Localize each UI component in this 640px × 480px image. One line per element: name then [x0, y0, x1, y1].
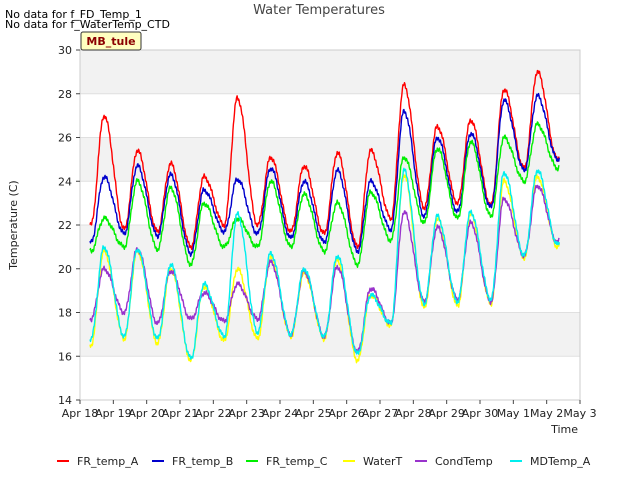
y-axis-ticks: 14 16 18 20 22 24 26 28 30 — [58, 44, 80, 407]
legend-label: MDTemp_A — [530, 455, 591, 468]
x-tick-label: Apr 22 — [195, 407, 232, 420]
legend-label: FR_temp_B — [172, 455, 233, 468]
no-data-message-1: No data for f_FD_Temp_1 — [5, 8, 142, 21]
y-tick-label: 24 — [58, 175, 72, 188]
x-tick-label: Apr 28 — [395, 407, 432, 420]
x-tick-label: Apr 18 — [62, 407, 99, 420]
legend-label: FR_temp_A — [77, 455, 139, 468]
x-axis-label: Time — [550, 423, 578, 436]
site-badge: MB_tule — [80, 31, 142, 51]
y-tick-label: 26 — [58, 132, 72, 145]
series-line-mdtemp-a — [89, 167, 560, 360]
y-tick-label: 16 — [58, 350, 72, 363]
series-line-fr-temp-a — [89, 69, 560, 251]
no-data-message-2: No data for f_WaterTemp_CTD — [5, 18, 170, 31]
chart-title: Water Temperatures — [253, 3, 385, 18]
x-tick-label: Apr 24 — [262, 407, 299, 420]
x-tick-label: Apr 27 — [362, 407, 399, 420]
x-tick-label: Apr 19 — [95, 407, 132, 420]
x-tick-label: Apr 26 — [328, 407, 365, 420]
site-badge-text: MB_tule — [86, 35, 135, 48]
series-line-fr-temp-c — [89, 121, 560, 268]
y-tick-label: 14 — [58, 394, 72, 407]
x-tick-label: May 2 — [530, 407, 563, 420]
y-tick-label: 18 — [58, 307, 72, 320]
y-tick-label: 28 — [58, 88, 72, 101]
x-tick-label: Apr 25 — [295, 407, 332, 420]
x-tick-label: Apr 20 — [128, 407, 165, 420]
x-tick-label: May 3 — [563, 407, 596, 420]
y-axis-label: Temperature (C) — [7, 180, 20, 270]
series-lines — [89, 69, 560, 364]
legend-label: CondTemp — [435, 455, 493, 468]
series-line-fr-temp-b — [89, 92, 560, 258]
legend: FR_temp_A FR_temp_B FR_temp_C WaterT CondTem… — [57, 455, 591, 468]
x-tick-label: Apr 29 — [428, 407, 465, 420]
y-tick-label: 20 — [58, 263, 72, 276]
y-tick-label: 22 — [58, 219, 72, 232]
x-tick-label: Apr 23 — [228, 407, 265, 420]
legend-label: FR_temp_C — [266, 455, 328, 468]
x-tick-label: May 1 — [497, 407, 530, 420]
grid-band — [80, 50, 580, 94]
y-tick-label: 30 — [58, 44, 72, 57]
x-tick-label: Apr 21 — [162, 407, 199, 420]
grid-band — [80, 312, 580, 357]
legend-label: WaterT — [363, 455, 403, 468]
x-tick-label: Apr 30 — [462, 407, 499, 420]
grid-bands — [80, 49, 580, 401]
